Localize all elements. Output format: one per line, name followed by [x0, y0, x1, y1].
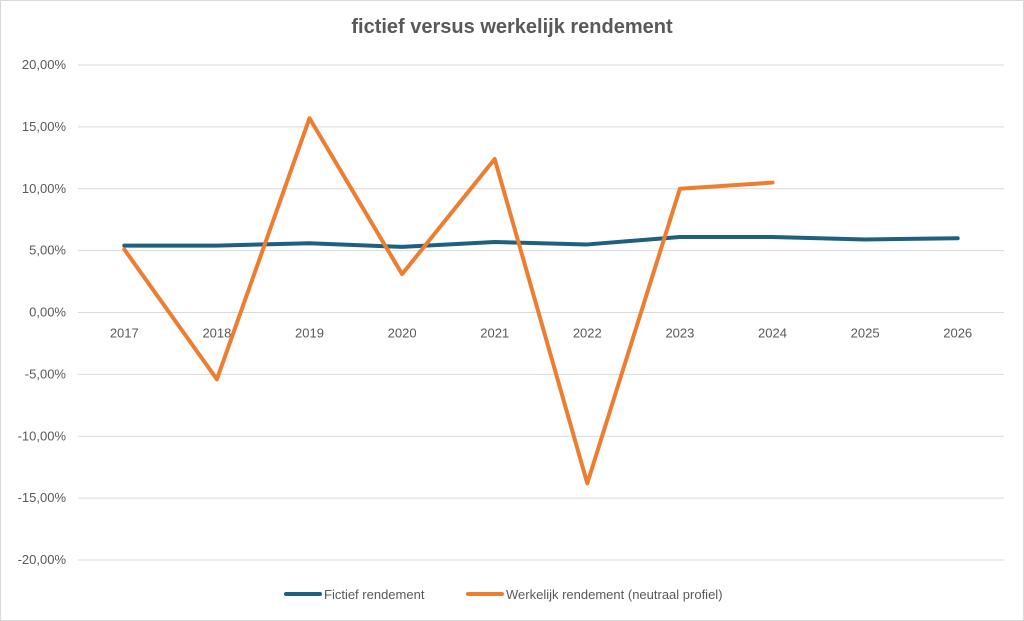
- x-tick-label: 2019: [295, 326, 324, 341]
- x-tick-label: 2026: [943, 326, 972, 341]
- legend-label-1: Fictief rendement: [324, 587, 425, 602]
- gridlines: [78, 64, 1004, 561]
- y-tick-label: 10,00%: [22, 181, 67, 196]
- chart-title: fictief versus werkelijk rendement: [351, 16, 673, 38]
- y-tick-label: -5,00%: [25, 366, 67, 381]
- legend: Fictief rendement Werkelijk rendement (ne…: [284, 587, 723, 602]
- x-tick-label: 2018: [202, 326, 231, 341]
- y-tick-label: -20,00%: [18, 552, 67, 567]
- x-tick-label: 2022: [573, 326, 602, 341]
- series-lines: [122, 116, 960, 486]
- y-tick-label: 0,00%: [29, 305, 66, 320]
- y-tick-label: -10,00%: [18, 428, 67, 443]
- y-tick-label: 20,00%: [22, 57, 67, 72]
- x-tick-label: 2021: [480, 326, 509, 341]
- x-tick-label: 2024: [758, 326, 787, 341]
- x-tick-label: 2017: [110, 326, 139, 341]
- y-tick-label: 5,00%: [29, 243, 66, 258]
- x-axis-tick-labels: 2017 2018 2019 2020 2021 2022 2023 2024 2025 2026: [110, 326, 972, 341]
- x-tick-label: 2023: [665, 326, 694, 341]
- series-line-2: [122, 116, 775, 486]
- x-tick-label: 2020: [388, 326, 417, 341]
- y-tick-label: 15,00%: [22, 119, 67, 134]
- legend-label-2: Werkelijk rendement (neutraal profiel): [506, 587, 723, 602]
- series-line-1: [122, 235, 960, 249]
- y-axis-tick-labels: 20,00% 15,00% 10,00% 5,00% 0,00% -5,00% -10,00…: [18, 57, 67, 567]
- x-tick-label: 2025: [851, 326, 880, 341]
- y-tick-label: -15,00%: [18, 490, 67, 505]
